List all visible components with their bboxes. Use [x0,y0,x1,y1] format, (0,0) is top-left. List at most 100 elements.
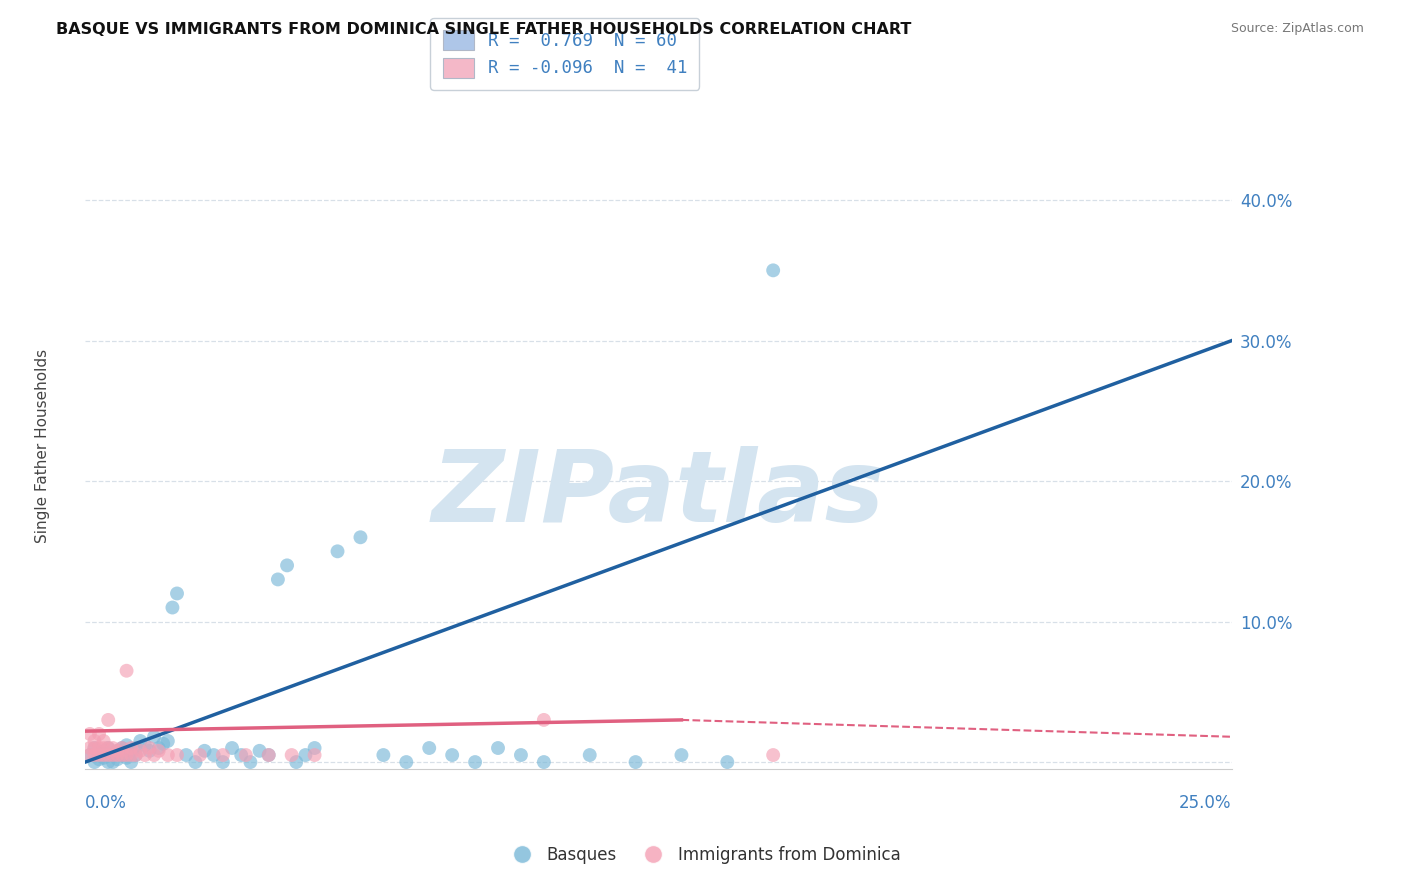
Point [101,747,124,762]
Point [249,744,271,758]
Point [166,586,188,600]
Point [105,752,128,766]
Point [134,747,156,762]
Point [101,747,124,762]
Point [129,734,152,748]
Point [87,727,110,741]
Point [87,747,110,762]
Point [97,741,120,756]
Point [221,741,243,756]
Point [193,744,215,758]
Point [101,755,124,769]
Point [138,741,160,756]
Point [125,741,148,756]
Point [120,744,142,758]
Point [395,755,418,769]
Point [285,755,308,769]
Point [202,747,225,762]
Point [101,741,124,756]
Point [105,747,128,762]
Point [257,747,280,762]
Point [138,744,160,758]
Point [148,741,170,756]
Point [486,741,509,756]
Point [156,747,179,762]
Point [115,751,138,765]
Point [105,744,128,758]
Point [97,747,120,762]
Point [152,737,174,751]
Point [111,747,134,762]
Point [326,544,349,558]
Text: 0.0%: 0.0% [86,794,127,812]
Point [441,747,464,762]
Point [671,747,693,762]
Point [115,738,138,752]
Point [93,747,115,762]
Point [79,747,101,762]
Point [79,727,101,741]
Point [83,747,105,762]
Point [418,741,440,756]
Text: BASQUE VS IMMIGRANTS FROM DOMINICA SINGLE FATHER HOUSEHOLDS CORRELATION CHART: BASQUE VS IMMIGRANTS FROM DOMINICA SINGL… [56,22,911,37]
Point [125,747,148,762]
Legend: Basques, Immigrants from Dominica: Basques, Immigrants from Dominica [498,839,908,871]
Point [115,664,138,678]
Point [533,713,555,727]
Point [125,747,148,762]
Point [349,530,371,544]
Point [156,734,179,748]
Point [188,747,211,762]
Point [280,747,302,762]
Point [762,263,785,277]
Point [235,747,257,762]
Point [111,747,134,762]
Point [97,713,120,727]
Point [97,755,120,769]
Point [231,747,253,762]
Point [276,558,298,573]
Point [93,751,115,765]
Point [120,741,142,756]
Point [148,744,170,758]
Point [143,747,166,762]
Point [93,741,115,756]
Point [97,741,120,756]
Point [257,747,280,762]
Point [93,744,115,758]
Point [294,747,316,762]
Text: Single Father Households: Single Father Households [35,349,49,543]
Point [762,747,785,762]
Point [533,755,555,769]
Point [578,747,600,762]
Point [373,747,395,762]
Point [212,755,235,769]
Text: 25.0%: 25.0% [1180,794,1232,812]
Point [105,744,128,758]
Point [83,741,105,756]
Point [184,755,207,769]
Point [716,755,738,769]
Point [166,747,188,762]
Point [111,741,134,756]
Point [120,755,142,769]
Point [129,744,152,758]
Point [93,734,115,748]
Point [120,747,142,762]
Point [464,755,486,769]
Point [624,755,647,769]
Point [510,747,533,762]
Point [111,741,134,756]
Point [134,738,156,752]
Point [87,741,110,756]
Point [267,573,290,587]
Point [83,741,105,756]
Text: Source: ZipAtlas.com: Source: ZipAtlas.com [1230,22,1364,36]
Point [239,755,262,769]
Point [79,747,101,762]
Point [212,747,235,762]
Point [115,747,138,762]
Point [87,747,110,762]
Point [304,747,326,762]
Point [87,752,110,766]
